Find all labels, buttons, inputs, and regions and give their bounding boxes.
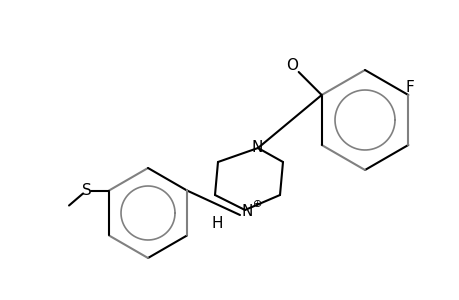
Text: F: F [405,80,414,94]
Text: H: H [211,217,222,232]
Text: N: N [241,203,252,218]
Text: N: N [251,140,262,154]
Text: O: O [285,58,297,73]
Text: ⊕: ⊕ [253,199,262,209]
Text: S: S [82,183,92,198]
